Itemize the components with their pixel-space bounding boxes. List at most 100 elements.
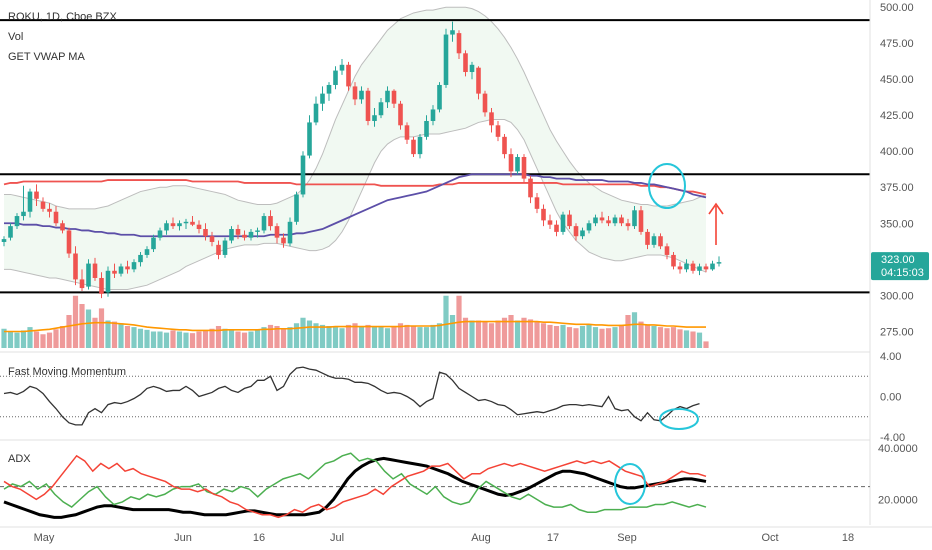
volume-bar [1, 328, 7, 348]
candle-body [443, 34, 449, 85]
vwap-ma-red-line [3, 179, 707, 196]
highlight-circle [659, 408, 699, 430]
candle-body [547, 220, 553, 225]
volume-bar [137, 328, 144, 348]
candle-body [619, 217, 624, 224]
price-tick-label: 275.00 [880, 326, 914, 338]
volume-bar [573, 328, 579, 348]
volume-bar [618, 324, 625, 348]
candle-body [625, 223, 631, 227]
time-tick-label: 18 [842, 532, 854, 544]
volume-bar [313, 323, 319, 348]
volume-ma-line [4, 320, 706, 333]
candle-body [190, 221, 195, 225]
countdown-label: 04:15:03 [881, 267, 924, 279]
volume-bar [378, 327, 384, 348]
bollinger-band-fill [4, 7, 706, 290]
volume-bar [261, 327, 267, 348]
candle-body [177, 223, 182, 227]
candle-body [385, 90, 390, 103]
candle-body [489, 112, 494, 126]
legend-volume[interactable]: Vol [8, 31, 23, 43]
candle-body [300, 155, 306, 195]
volume-bar [202, 330, 209, 348]
volume-bar [657, 327, 664, 348]
legend-momentum[interactable]: Fast Moving Momentum [8, 366, 126, 378]
momentum-pane[interactable]: 4.00 0.00 -4.00 [0, 351, 905, 444]
candle-body [612, 217, 618, 224]
volume-bar [488, 323, 495, 348]
candle-body [378, 102, 384, 116]
volume-bar [306, 320, 313, 348]
candle-body [515, 156, 520, 172]
candle-body [437, 84, 442, 110]
legend-adx[interactable]: ADX [8, 453, 31, 465]
candle-body [495, 125, 501, 137]
volume-bar [540, 323, 547, 348]
candle-body [125, 266, 130, 270]
candle-body [502, 136, 507, 155]
candle-body [372, 115, 377, 121]
candle-body [365, 90, 371, 121]
volume-bar [631, 312, 638, 348]
price-tick-label: 300.00 [880, 290, 914, 302]
candle-body [482, 93, 488, 113]
volume-bar [410, 326, 417, 348]
volume-bar [267, 324, 274, 348]
candle-body [209, 236, 215, 242]
legend-symbol[interactable]: ROKU, 1D, Cboe BZX [8, 11, 117, 23]
volume-bar [319, 324, 326, 348]
candle-body [651, 236, 657, 245]
volume-bar [638, 321, 644, 348]
volume-bar [144, 329, 150, 348]
volume-bar [553, 326, 560, 348]
volume-bar [352, 323, 358, 348]
volume-bar [677, 329, 683, 348]
candle-body [417, 136, 423, 155]
candle-body [229, 229, 234, 241]
candle-body [203, 229, 208, 237]
volume-bar [248, 331, 254, 348]
price-tick-label: 350.00 [880, 218, 914, 230]
volume-bar [293, 323, 300, 348]
volume-bar [605, 328, 612, 348]
volume-bar [241, 332, 248, 348]
candle-body [53, 211, 59, 224]
plus-di-line [3, 452, 707, 513]
candle-body [47, 208, 52, 212]
candle-body [671, 254, 676, 267]
volume-bar [358, 326, 365, 348]
adx-line [3, 456, 707, 519]
candle-body [346, 64, 351, 87]
candle-body [430, 109, 436, 121]
volume-bar [98, 308, 105, 348]
volume-bar [365, 324, 371, 348]
price-tick-label: 400.00 [880, 146, 914, 158]
volume-bar [209, 328, 215, 348]
volume-bar [534, 321, 540, 348]
candle-body [593, 217, 598, 224]
adx-pane[interactable]: 40.0000 20.0000 [0, 439, 918, 519]
volume-bar [579, 326, 586, 348]
volume-bar [495, 320, 501, 348]
candle-body [1, 239, 7, 242]
time-axis[interactable]: May Jun 16 Jul Aug 17 Sep Oct 18 [0, 526, 932, 544]
volume-bar [475, 320, 482, 348]
candle-body [333, 70, 338, 85]
candle-body [411, 139, 416, 155]
volume-bar [228, 330, 235, 348]
volume-bar [176, 331, 183, 348]
legend-vwap-ma[interactable]: GET VWAP MA [8, 51, 85, 63]
volume-bar [105, 320, 111, 348]
volume-bar [430, 324, 436, 348]
volume-bar [482, 321, 488, 348]
volume-bar [14, 332, 20, 348]
price-pane[interactable]: 500.00 475.00 450.00 425.00 400.00 375.00 350.… [0, 0, 929, 525]
candle-body [287, 221, 293, 244]
time-tick-label: Oct [761, 532, 778, 544]
volume-bar [46, 332, 53, 348]
volume-bar [7, 331, 14, 348]
volume-bar [404, 324, 410, 348]
candle-body [398, 103, 403, 126]
candle-body [677, 266, 683, 270]
